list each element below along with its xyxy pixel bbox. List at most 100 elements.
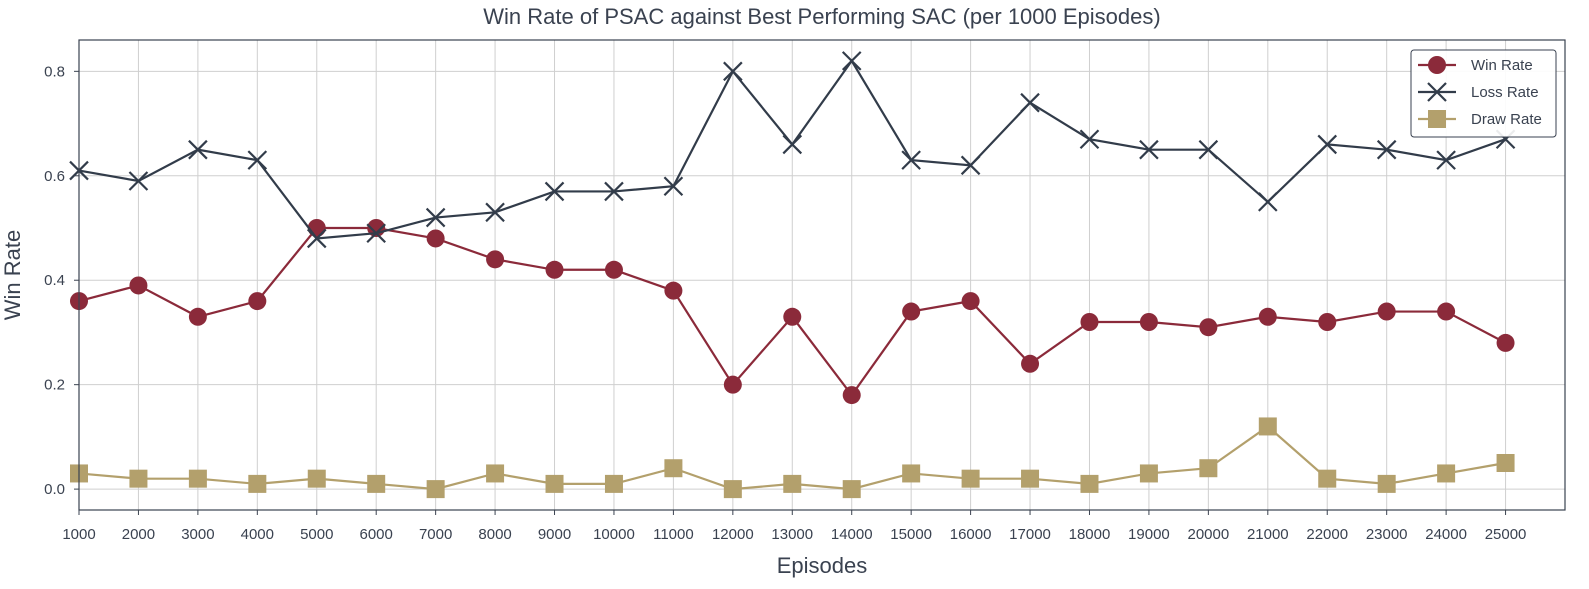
- y-tick-label: 0.0: [44, 481, 65, 498]
- loss-rate-point: [306, 228, 327, 249]
- draw-rate-point: [486, 464, 505, 483]
- y-tick-label: 0.6: [44, 168, 65, 185]
- win-rate-point: [1496, 333, 1515, 352]
- x-tick-label: 8000: [478, 526, 511, 543]
- win-rate-point: [426, 229, 445, 248]
- draw-rate-point: [426, 480, 445, 499]
- draw-rate-point: [604, 474, 623, 493]
- win-rate-point: [1258, 307, 1277, 326]
- loss-rate-point: [1436, 150, 1456, 170]
- x-tick-label: 13000: [771, 526, 813, 543]
- x-tick-label: 21000: [1247, 526, 1289, 543]
- loss-rate-point: [604, 181, 624, 202]
- loss-rate-point: [1258, 192, 1278, 212]
- legend-label: Loss Rate: [1471, 84, 1539, 101]
- x-tick-label: 22000: [1306, 526, 1348, 543]
- y-tick-label: 0.4: [44, 272, 65, 289]
- x-tick-label: 23000: [1366, 526, 1408, 543]
- win-rate-point: [902, 302, 921, 321]
- legend-item-win-rate: Win Rate: [1418, 56, 1533, 74]
- win-rate-point: [248, 292, 267, 311]
- draw-rate-point: [723, 480, 742, 499]
- draw-rate-point: [842, 480, 861, 499]
- y-tick-label: 0.2: [44, 377, 65, 394]
- plot-frame: [78, 39, 1566, 511]
- legend-swatch-marker: [1428, 110, 1446, 128]
- legend-item-loss-rate: Loss Rate: [1418, 82, 1539, 102]
- draw-rate-point: [783, 474, 802, 493]
- x-tick-label: 20000: [1188, 526, 1230, 543]
- x-tick-label: 24000: [1425, 526, 1467, 543]
- loss-rate-point: [901, 150, 921, 170]
- x-tick-label: 3000: [181, 526, 214, 543]
- x-tick-label: 9000: [538, 526, 571, 543]
- x-tick-label: 4000: [241, 526, 274, 543]
- loss-rate-point: [1198, 139, 1219, 160]
- loss-rate-point: [1139, 139, 1159, 160]
- win-rate-point: [1199, 318, 1218, 337]
- loss-rate-point: [1376, 139, 1397, 160]
- win-rate-point: [545, 260, 564, 279]
- x-tick-label: 19000: [1128, 526, 1170, 543]
- draw-rate-point: [545, 474, 564, 493]
- draw-rate-point: [129, 469, 148, 488]
- win-rate-point: [1437, 302, 1456, 321]
- legend-item-draw-rate: Draw Rate: [1418, 110, 1542, 128]
- win-rate-point: [1139, 313, 1158, 331]
- x-tick-label: 10000: [593, 526, 635, 543]
- draw-rate-series: [70, 417, 1515, 499]
- chart-title: Win Rate of PSAC against Best Performing…: [483, 4, 1160, 29]
- draw-rate-point: [1139, 464, 1158, 483]
- win-rate-point: [307, 219, 326, 237]
- win-rate-point: [129, 276, 148, 295]
- win-rate-point: [783, 307, 802, 326]
- x-tick-label: 1000: [62, 526, 95, 543]
- draw-rate-point: [961, 469, 980, 488]
- win-rate-point: [1080, 313, 1099, 331]
- loss-rate-point: [188, 139, 208, 160]
- x-tick-label: 7000: [419, 526, 452, 543]
- draw-rate-point: [1496, 454, 1515, 472]
- x-tick-label: 14000: [831, 526, 873, 543]
- loss-rate-point: [841, 51, 862, 71]
- x-tick-label: 17000: [1009, 526, 1051, 543]
- x-tick-label: 16000: [950, 526, 992, 543]
- draw-rate-point: [1021, 469, 1040, 488]
- legend-swatch-marker: [1428, 56, 1446, 74]
- loss-rate-point: [1079, 129, 1100, 150]
- draw-rate-point: [902, 464, 921, 483]
- win-rate-point: [1318, 313, 1337, 331]
- x-tick-label: 5000: [300, 526, 333, 543]
- draw-rate-point: [367, 474, 386, 493]
- x-tick-label: 11000: [653, 526, 694, 543]
- draw-rate-point: [1199, 459, 1218, 478]
- draw-rate-point: [1258, 417, 1277, 436]
- loss-rate-point: [960, 155, 981, 176]
- y-axis-label: Win Rate: [0, 230, 25, 320]
- x-tick-label: 18000: [1069, 526, 1111, 543]
- win-rate-point: [842, 386, 861, 405]
- draw-rate-point: [307, 469, 326, 488]
- draw-rate-point: [1377, 474, 1396, 493]
- legend-box: [1410, 49, 1557, 138]
- win-rate-point: [1021, 354, 1040, 373]
- win-rate-point: [723, 375, 742, 394]
- loss-rate-point: [128, 171, 149, 191]
- x-axis-label: Episodes: [777, 553, 868, 578]
- loss-rate-point: [1020, 92, 1040, 113]
- draw-rate-point: [1080, 474, 1099, 493]
- tick-labels: 1000 2000 3000 4000 5000 6000 7000 8000 9000 1000…: [44, 63, 1526, 543]
- series-layer: [69, 51, 1516, 499]
- draw-rate-point: [664, 459, 683, 478]
- x-tick-label: 6000: [360, 526, 393, 543]
- legend-swatch-marker: [1427, 82, 1447, 102]
- draw-rate-point: [248, 474, 267, 493]
- grid: [78, 40, 1565, 510]
- x-tick-label: 2000: [122, 526, 155, 543]
- draw-rate-point: [1318, 469, 1337, 488]
- win-rate-point: [188, 307, 207, 326]
- x-tick-label: 15000: [890, 526, 932, 543]
- y-tick-label: 0.8: [44, 63, 65, 80]
- win-rate-point: [604, 260, 623, 279]
